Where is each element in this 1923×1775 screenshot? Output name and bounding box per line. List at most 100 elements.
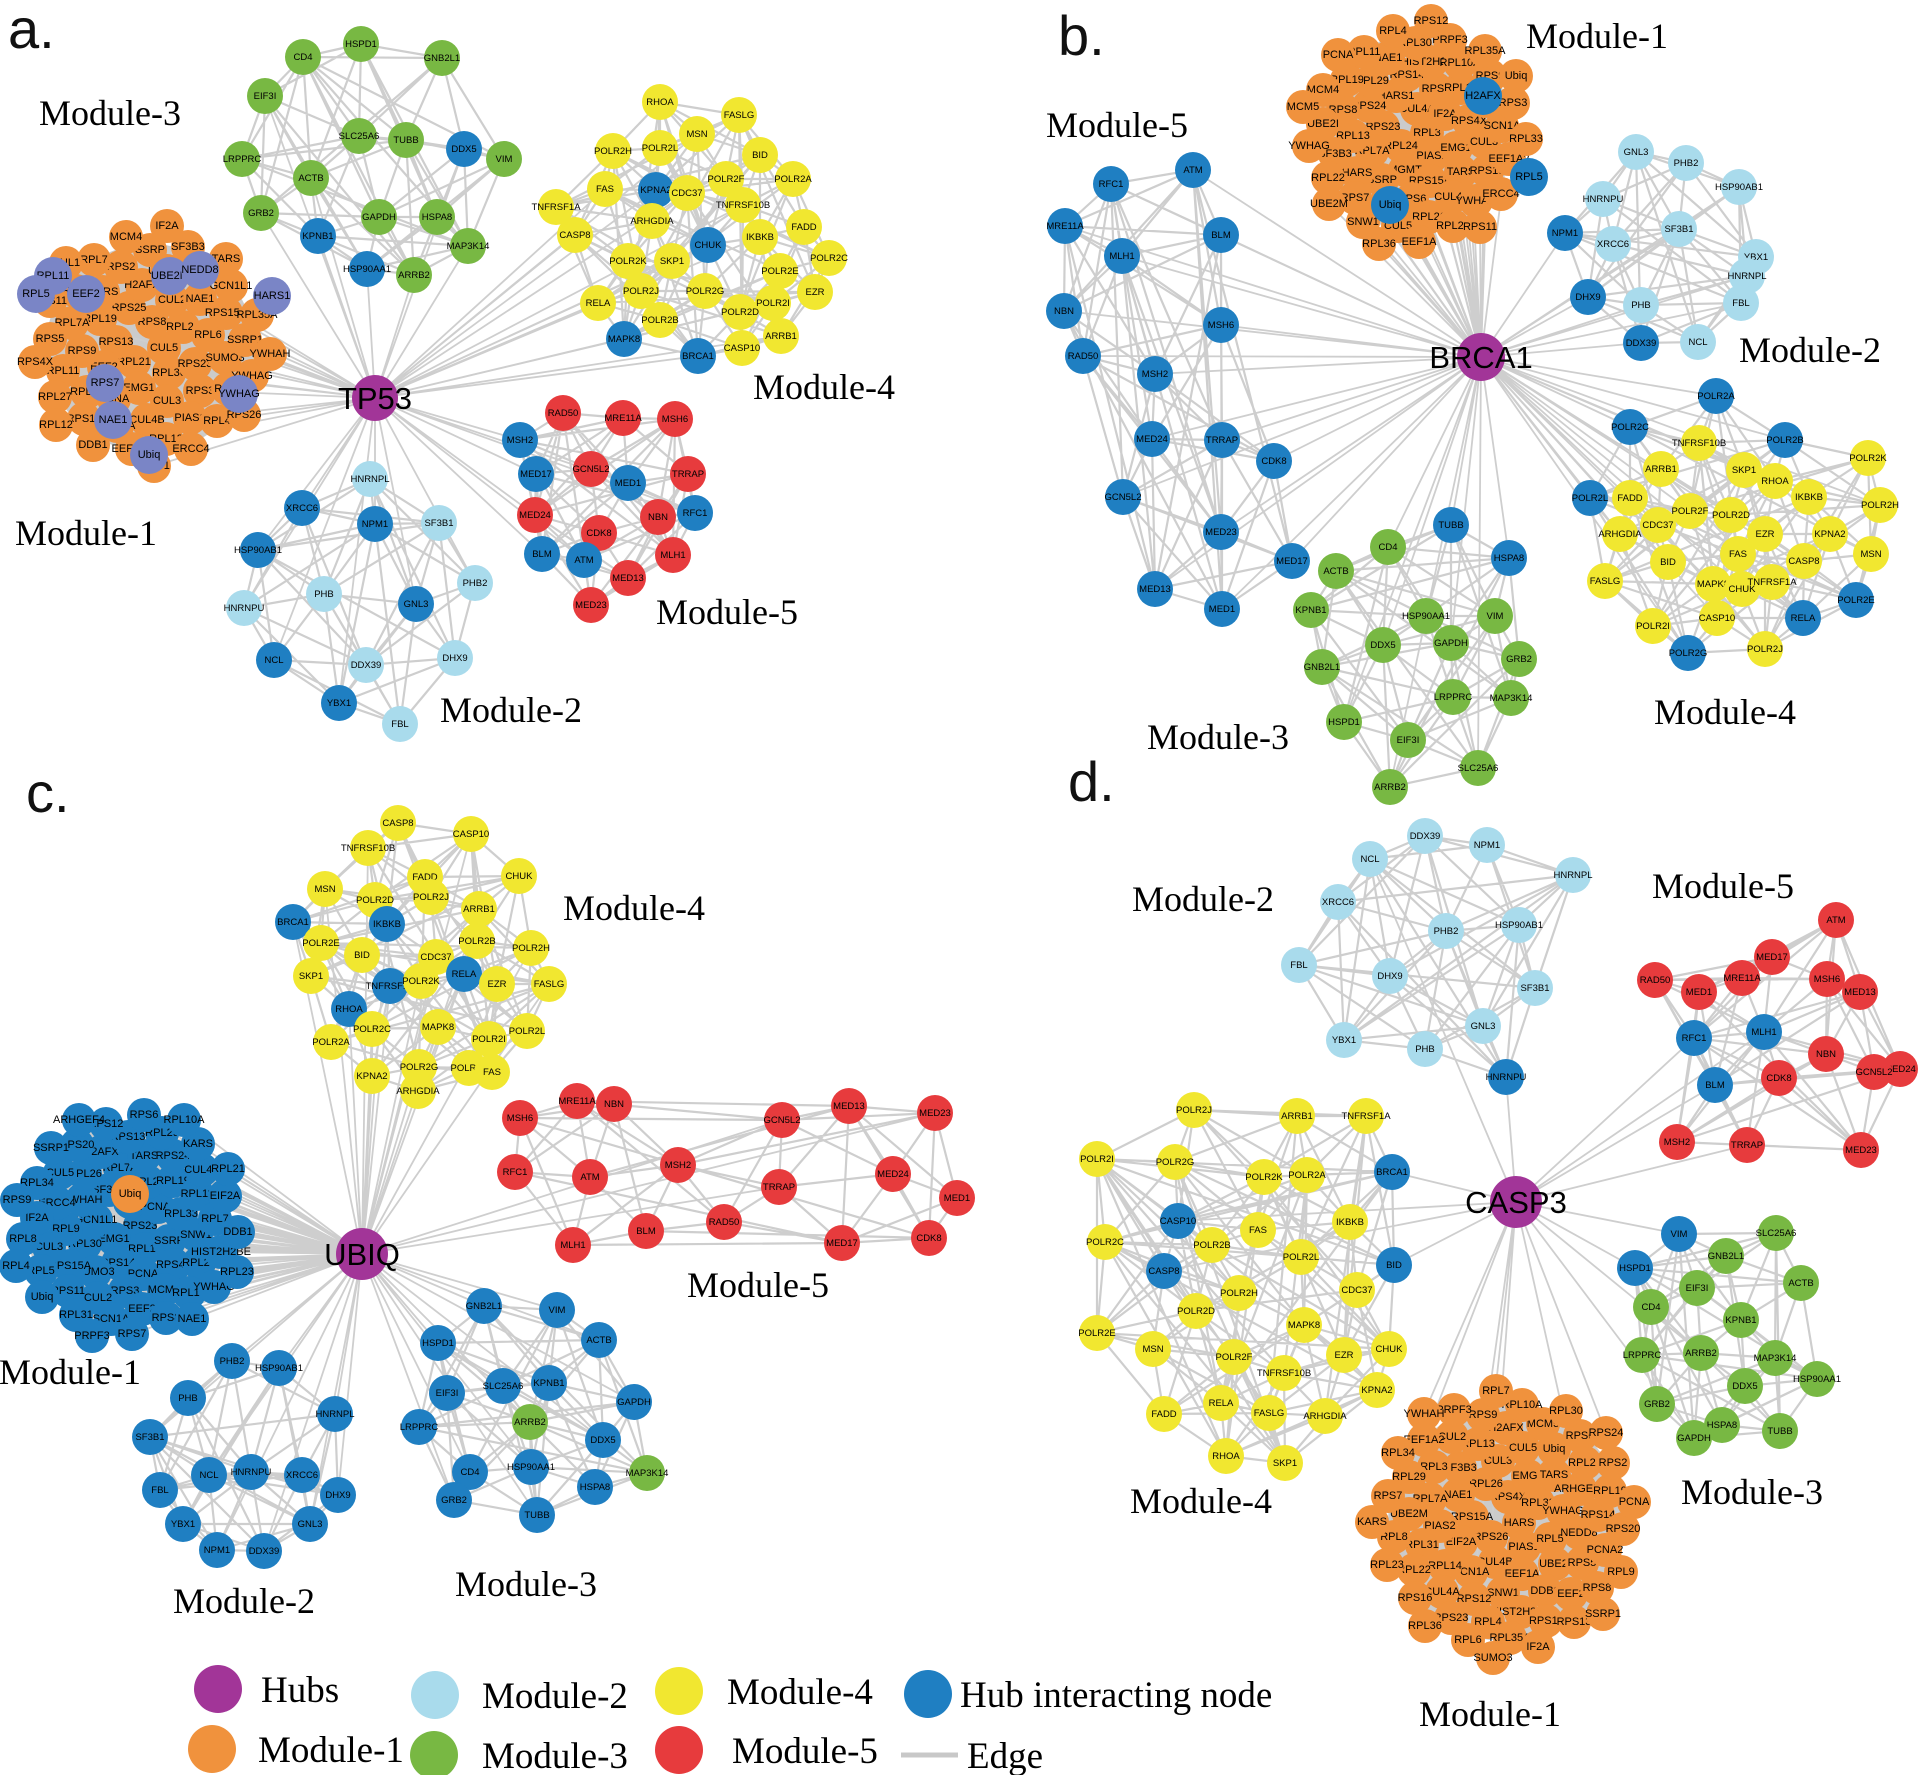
svg-text:POLR2G: POLR2G <box>400 1062 439 1073</box>
svg-text:MED23: MED23 <box>1205 527 1237 538</box>
svg-text:GNL3: GNL3 <box>1624 147 1649 158</box>
svg-text:SLC25A6: SLC25A6 <box>1756 1228 1797 1239</box>
svg-text:RPL23: RPL23 <box>1370 1559 1404 1571</box>
svg-text:MED17: MED17 <box>520 469 552 480</box>
svg-text:TNFRSF10B: TNFRSF10B <box>1672 438 1726 449</box>
svg-text:YBX1: YBX1 <box>171 1519 195 1530</box>
svg-text:YWHAG: YWHAG <box>218 388 260 400</box>
svg-text:RPL5: RPL5 <box>22 288 50 300</box>
svg-text:Module-5: Module-5 <box>1046 105 1188 145</box>
svg-text:HARS: HARS <box>1504 1517 1535 1529</box>
svg-text:Ubiq: Ubiq <box>1379 199 1402 211</box>
svg-text:XRCC6: XRCC6 <box>286 1470 318 1481</box>
svg-text:HNRNPL: HNRNPL <box>1727 271 1766 282</box>
svg-text:PIAS2: PIAS2 <box>1424 1520 1455 1532</box>
svg-text:RPS3: RPS3 <box>1499 97 1528 109</box>
svg-text:SF3B3: SF3B3 <box>1443 1462 1477 1474</box>
svg-text:GNB2L1: GNB2L1 <box>1304 662 1340 673</box>
svg-text:BRCA1: BRCA1 <box>1376 1167 1408 1178</box>
svg-text:YWHAH: YWHAH <box>1404 1408 1445 1420</box>
svg-text:RPL21: RPL21 <box>117 356 151 368</box>
svg-text:FAS: FAS <box>1729 549 1747 560</box>
svg-text:RPS2: RPS2 <box>107 261 136 273</box>
svg-text:a.: a. <box>8 0 55 60</box>
svg-text:Module-3: Module-3 <box>1681 1472 1823 1512</box>
svg-text:MAPK8: MAPK8 <box>422 1022 454 1033</box>
svg-text:CUL3: CUL3 <box>1484 1455 1512 1467</box>
svg-text:EIF3I: EIF3I <box>436 1388 459 1399</box>
svg-text:RPL5: RPL5 <box>1515 171 1543 183</box>
svg-text:SNW1: SNW1 <box>180 1229 212 1241</box>
svg-text:EEF1A: EEF1A <box>1402 236 1438 248</box>
svg-text:Edge: Edge <box>967 1736 1043 1775</box>
svg-text:MED13: MED13 <box>612 573 644 584</box>
svg-text:RPS15A: RPS15A <box>205 307 248 319</box>
svg-text:CUL3: CUL3 <box>1470 136 1498 148</box>
svg-text:EIF3I: EIF3I <box>254 91 277 102</box>
svg-text:SF3B1: SF3B1 <box>1664 224 1693 235</box>
svg-text:HARS1: HARS1 <box>254 290 291 302</box>
svg-text:ARHGDIA: ARHGDIA <box>630 216 674 227</box>
svg-text:SNW1: SNW1 <box>1487 1587 1519 1599</box>
svg-text:POLR2A: POLR2A <box>1697 391 1735 402</box>
svg-text:HNRNPU: HNRNPU <box>1583 194 1624 205</box>
svg-text:CASP8: CASP8 <box>1148 1266 1179 1277</box>
svg-text:EEF2: EEF2 <box>128 1303 156 1315</box>
svg-text:RPL35A: RPL35A <box>1465 45 1507 57</box>
svg-text:GRB2: GRB2 <box>1506 654 1532 665</box>
svg-text:RPL36: RPL36 <box>152 367 186 379</box>
svg-text:NCL: NCL <box>199 1470 218 1481</box>
svg-text:KPNB1: KPNB1 <box>1725 1315 1756 1326</box>
svg-text:HNRNPU: HNRNPU <box>224 603 265 614</box>
svg-text:Module-3: Module-3 <box>455 1564 597 1604</box>
svg-text:NBN: NBN <box>1054 306 1074 317</box>
svg-text:RAD50: RAD50 <box>548 408 579 419</box>
svg-text:FAS: FAS <box>1249 1225 1267 1236</box>
svg-text:EEF2: EEF2 <box>1557 1588 1585 1600</box>
svg-text:RPS4X: RPS4X <box>17 356 54 368</box>
svg-text:MSN: MSN <box>1142 1344 1163 1355</box>
svg-text:RPL27: RPL27 <box>38 391 72 403</box>
svg-text:ARRB1: ARRB1 <box>463 904 495 915</box>
svg-text:MED13: MED13 <box>1844 987 1876 998</box>
svg-text:IKBKB: IKBKB <box>373 919 401 930</box>
svg-text:MSH2: MSH2 <box>507 435 533 446</box>
svg-text:CASP10: CASP10 <box>724 343 760 354</box>
svg-text:POLR2F: POLR2F <box>451 1063 488 1074</box>
svg-text:Module-4: Module-4 <box>563 888 705 928</box>
svg-text:SCN1A: SCN1A <box>1484 120 1521 132</box>
svg-text:KPNA2: KPNA2 <box>1814 529 1845 540</box>
svg-text:RPL22: RPL22 <box>1311 172 1345 184</box>
svg-text:POLR2C: POLR2C <box>1086 1237 1124 1248</box>
svg-text:ARHGEF4: ARHGEF4 <box>1554 1483 1606 1495</box>
svg-text:EZR: EZR <box>488 979 507 990</box>
svg-text:NBN: NBN <box>604 1099 624 1110</box>
svg-text:MSH6: MSH6 <box>662 414 688 425</box>
svg-text:Module-2: Module-2 <box>173 1581 315 1621</box>
svg-text:RPL33: RPL33 <box>1521 1497 1555 1509</box>
svg-text:SKP1: SKP1 <box>1273 1458 1297 1469</box>
svg-text:POLR2H: POLR2H <box>1861 500 1899 511</box>
svg-text:RPS9: RPS9 <box>68 345 97 357</box>
svg-text:TUBB: TUBB <box>1438 520 1463 531</box>
svg-text:RPS7: RPS7 <box>118 1328 147 1340</box>
svg-text:MRE11A: MRE11A <box>604 413 642 424</box>
svg-text:RPL7A: RPL7A <box>55 317 91 329</box>
svg-text:RPL6: RPL6 <box>194 329 222 341</box>
svg-text:CUL2: CUL2 <box>158 294 186 306</box>
svg-text:RPS16: RPS16 <box>1398 1592 1433 1604</box>
svg-text:POLR2I: POLR2I <box>756 298 790 309</box>
svg-text:TNFRSF1A: TNFRSF1A <box>531 202 581 213</box>
svg-text:MSH6: MSH6 <box>507 1113 533 1124</box>
svg-text:BRCA1: BRCA1 <box>1429 340 1532 375</box>
svg-text:RPS9: RPS9 <box>1469 1409 1498 1421</box>
svg-text:EEF2: EEF2 <box>72 288 100 300</box>
svg-text:BLM: BLM <box>1211 230 1231 241</box>
svg-text:BID: BID <box>1660 557 1676 568</box>
svg-text:MCM5: MCM5 <box>1287 101 1319 113</box>
svg-text:HSPD1: HSPD1 <box>422 1338 454 1349</box>
svg-text:FAS: FAS <box>596 184 614 195</box>
svg-text:DDX5: DDX5 <box>590 1435 615 1446</box>
svg-text:Module-5: Module-5 <box>732 1731 878 1772</box>
svg-text:Module-2: Module-2 <box>440 690 582 730</box>
